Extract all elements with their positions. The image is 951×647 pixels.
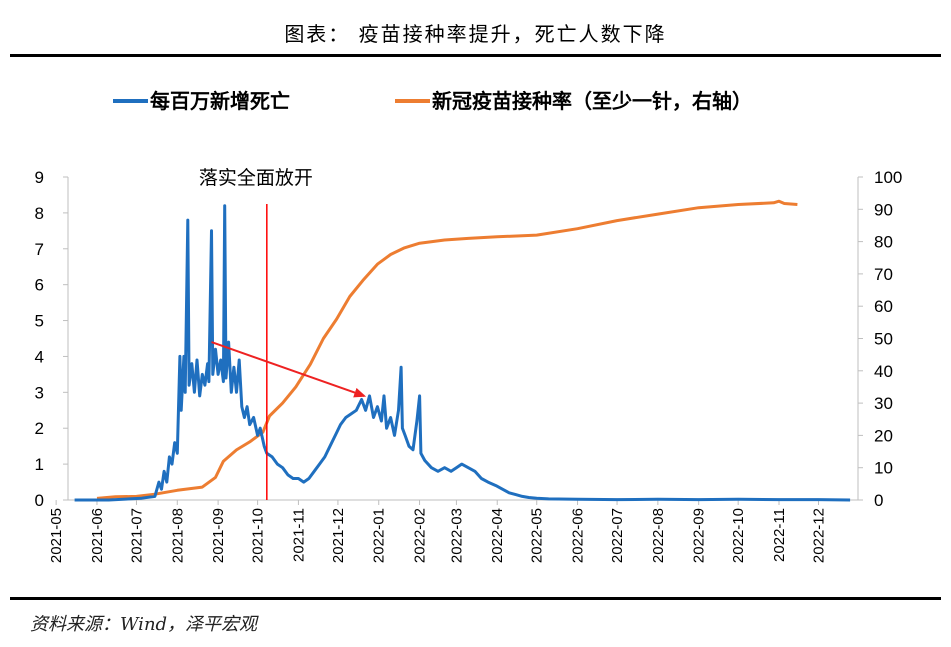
x-tick-label: 2022-11 <box>771 508 788 562</box>
trend-arrow <box>211 341 367 398</box>
x-tick-label: 2022-10 <box>730 508 747 563</box>
y-right-tick-label: 70 <box>874 265 893 284</box>
y-left-tick-label: 9 <box>35 168 44 187</box>
x-tick-label: 2021-05 <box>48 508 65 563</box>
y-left-tick-label: 1 <box>35 455 44 474</box>
y-left-tick-label: 4 <box>35 347 44 366</box>
y-right-tick-label: 80 <box>874 233 893 252</box>
y-left-tick-label: 3 <box>35 383 44 402</box>
source-note: 资料来源：Wind，泽平宏观 <box>30 614 258 635</box>
y-left-tick-label: 6 <box>35 276 44 295</box>
y-left-tick-label: 7 <box>35 240 44 259</box>
chart-title: 图表： 疫苗接种率提升，死亡人数下降 <box>284 22 667 46</box>
x-tick-label: 2022-06 <box>570 508 587 563</box>
y-axis-right-labels: 0 10 20 30 40 50 60 70 80 90 100 <box>874 168 902 510</box>
y-right-tick-label: 100 <box>874 168 902 187</box>
x-tick-label: 2021-09 <box>210 508 227 563</box>
legend: 每百万新增死亡 新冠疫苗接种率（至少一针，右轴） <box>113 89 752 113</box>
reopening-annotation: 落实全面放开 <box>199 167 313 189</box>
y-right-tick-label: 0 <box>874 491 883 510</box>
series-deaths-line <box>74 204 851 502</box>
x-tick-label: 2022-04 <box>489 508 506 563</box>
y-right-tick-label: 40 <box>874 362 893 381</box>
y-right-tick-label: 90 <box>874 200 893 219</box>
x-tick-label: 2022-08 <box>650 508 667 563</box>
x-tick-label: 2021-08 <box>169 508 186 563</box>
x-tick-label: 2021-07 <box>128 508 145 563</box>
x-tick-label: 2022-03 <box>448 508 465 563</box>
top-rule <box>10 54 941 57</box>
y-left-tick-label: 0 <box>35 491 44 510</box>
y-left-tick-label: 8 <box>35 204 44 223</box>
y-right-tick-label: 20 <box>874 426 893 445</box>
series-vaccination-line <box>96 199 798 500</box>
x-tick-label: 2021-06 <box>89 508 106 563</box>
bottom-rule <box>10 597 941 600</box>
x-tick-label: 2022-02 <box>412 508 429 563</box>
y-right-tick-label: 10 <box>874 459 893 478</box>
y-right-tick-label: 60 <box>874 297 893 316</box>
x-axis-labels: 2021-05 2021-06 2021-07 2021-08 2021-09 2021-… <box>48 508 827 563</box>
x-tick-label: 2022-01 <box>371 508 388 563</box>
y-axis-left-labels: 0 1 2 3 4 5 6 7 8 9 <box>35 168 44 510</box>
legend-label-vaccination: 新冠疫苗接种率（至少一针，右轴） <box>432 89 752 113</box>
axes <box>55 176 863 505</box>
x-tick-label: 2021-11 <box>290 508 307 562</box>
x-tick-label: 2022-12 <box>811 508 828 563</box>
x-tick-label: 2022-05 <box>529 508 546 563</box>
x-tick-label: 2021-10 <box>250 508 267 563</box>
y-left-tick-label: 2 <box>35 419 44 438</box>
x-tick-label: 2021-12 <box>330 508 347 563</box>
y-right-tick-label: 30 <box>874 394 893 413</box>
y-left-tick-label: 5 <box>35 312 44 331</box>
x-tick-label: 2022-07 <box>609 508 626 563</box>
legend-label-deaths: 每百万新增死亡 <box>150 89 290 113</box>
x-tick-label: 2022-09 <box>691 508 708 563</box>
y-right-tick-label: 50 <box>874 330 893 349</box>
